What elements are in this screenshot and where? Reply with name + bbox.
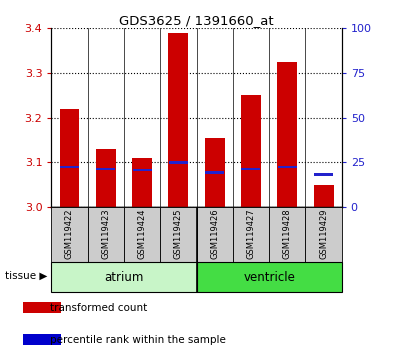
Text: transformed count: transformed count — [50, 303, 147, 313]
Text: GSM119424: GSM119424 — [137, 208, 147, 259]
Bar — [124, 207, 160, 262]
Bar — [168, 33, 188, 207]
Bar — [60, 109, 79, 207]
Bar — [169, 161, 188, 164]
Bar — [96, 149, 116, 207]
Bar — [314, 173, 333, 176]
Bar — [205, 138, 225, 207]
Text: GSM119429: GSM119429 — [319, 208, 328, 259]
Bar — [160, 207, 197, 262]
Bar — [241, 95, 261, 207]
Bar — [23, 334, 60, 346]
Text: percentile rank within the sample: percentile rank within the sample — [50, 335, 226, 345]
Bar — [51, 207, 88, 262]
Text: GSM119426: GSM119426 — [210, 208, 219, 259]
Bar — [197, 207, 233, 262]
Bar — [278, 166, 297, 168]
Bar — [23, 302, 60, 313]
Text: GSM119423: GSM119423 — [101, 208, 110, 259]
Text: GSM119427: GSM119427 — [246, 208, 256, 259]
Title: GDS3625 / 1391660_at: GDS3625 / 1391660_at — [119, 14, 274, 27]
Bar — [132, 158, 152, 207]
Bar — [205, 171, 224, 174]
Text: atrium: atrium — [104, 270, 144, 284]
Text: GSM119422: GSM119422 — [65, 208, 74, 259]
Bar — [96, 168, 115, 170]
Bar — [314, 185, 333, 207]
Bar — [197, 262, 342, 292]
Bar — [133, 169, 152, 171]
Bar — [233, 207, 269, 262]
Bar — [305, 207, 342, 262]
Bar — [277, 62, 297, 207]
Bar — [51, 262, 197, 292]
Bar — [60, 166, 79, 168]
Text: tissue ▶: tissue ▶ — [5, 270, 47, 280]
Text: ventricle: ventricle — [243, 270, 295, 284]
Text: GSM119425: GSM119425 — [174, 208, 183, 259]
Bar — [241, 168, 260, 170]
Bar — [88, 207, 124, 262]
Text: GSM119428: GSM119428 — [283, 208, 292, 259]
Bar — [269, 207, 305, 262]
